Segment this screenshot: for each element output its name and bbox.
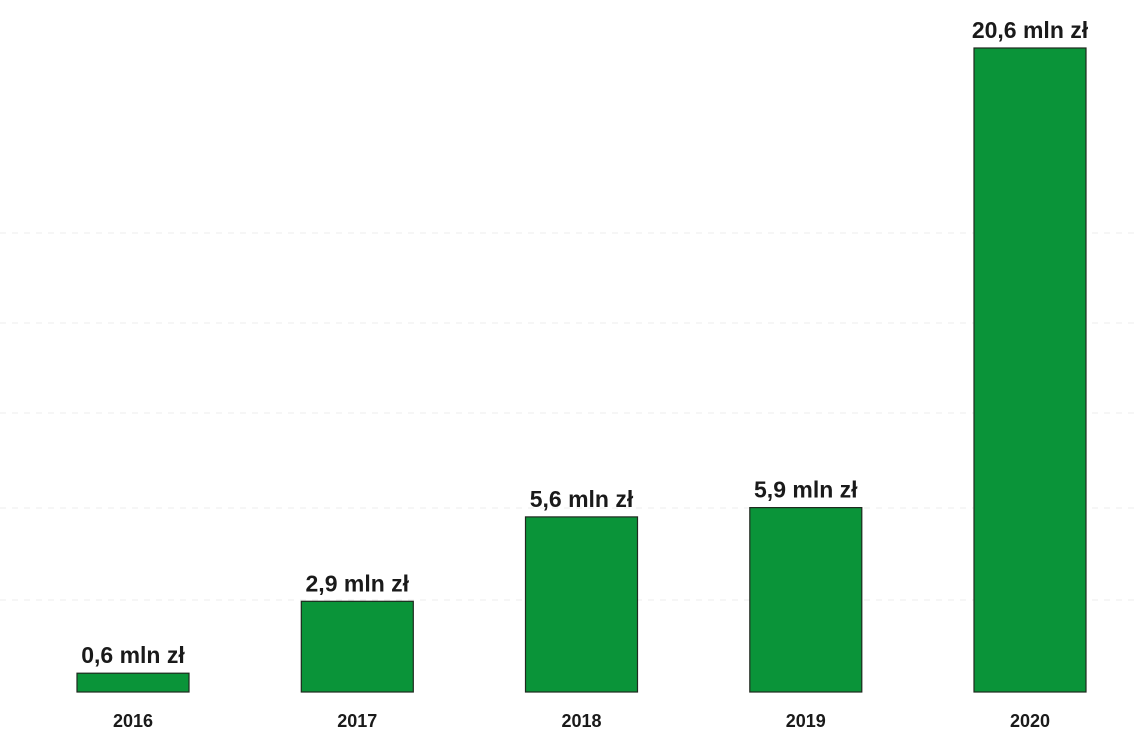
value-label-2019: 5,9 mln zł bbox=[754, 477, 858, 503]
x-tick-label-2020: 2020 bbox=[1010, 711, 1050, 731]
x-tick-label-2019: 2019 bbox=[786, 711, 826, 731]
value-label-2020: 20,6 mln zł bbox=[972, 17, 1089, 43]
bar-2017 bbox=[300, 600, 414, 693]
x-tick-label-2016: 2016 bbox=[113, 711, 153, 731]
value-label-2018: 5,6 mln zł bbox=[530, 486, 634, 512]
x-tick-label-2018: 2018 bbox=[561, 711, 601, 731]
value-label-2016: 0,6 mln zł bbox=[81, 642, 185, 668]
bar-2016 bbox=[76, 672, 190, 693]
value-label-2017: 2,9 mln zł bbox=[306, 570, 410, 596]
bars-group bbox=[76, 47, 1087, 693]
bar-2019 bbox=[749, 507, 863, 693]
x-tick-labels-group: 2016 2017 2018 2019 2020 bbox=[113, 711, 1050, 731]
bar-2018 bbox=[524, 516, 639, 693]
x-tick-label-2017: 2017 bbox=[337, 711, 377, 731]
value-labels-group: 0,6 mln zł 2,9 mln zł 5,6 mln zł 5,9 mln zł… bbox=[81, 17, 1089, 668]
bar-2020 bbox=[973, 47, 1087, 693]
